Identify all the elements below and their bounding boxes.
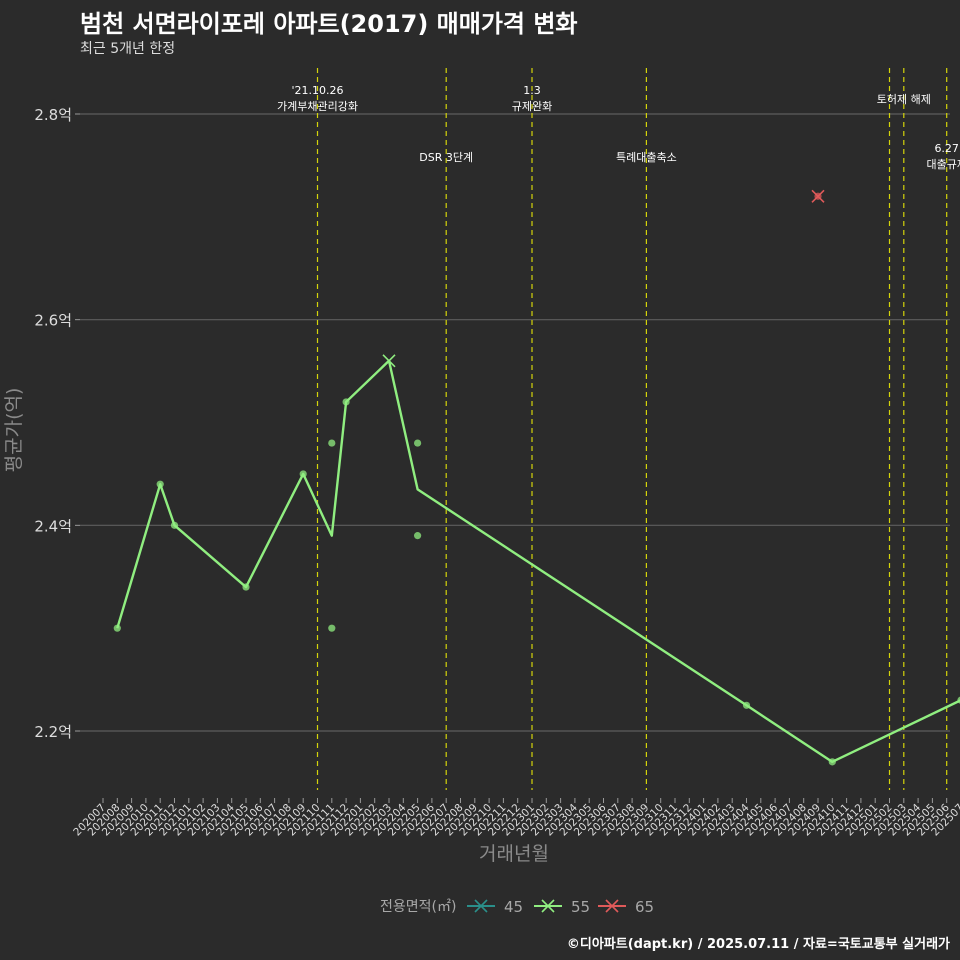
x-axis-title: 거래년월	[479, 843, 549, 865]
cross-mark-65	[811, 189, 825, 203]
data-point-55	[328, 624, 336, 632]
legend-label: 65	[635, 898, 654, 916]
event-label: 규제완화	[512, 100, 552, 113]
legend-key-cross	[474, 899, 488, 913]
data-point-55	[957, 696, 960, 704]
cross-mark-55	[382, 354, 396, 368]
event-label: DSR 3단계	[419, 151, 473, 164]
data-point-55	[414, 532, 422, 540]
legend-label: 45	[504, 898, 523, 916]
data-point-55	[328, 439, 336, 447]
x-axis: 2020072020082020092020102020112020122021…	[71, 798, 960, 838]
y-axis: 2.2억 2.4억 2.6억 2.8억	[34, 106, 80, 741]
event-label: 1.3	[523, 84, 541, 97]
event-label: 대출규제	[926, 158, 960, 171]
grid-lines	[80, 113, 950, 732]
data-point-55	[342, 398, 350, 406]
series-line-55	[116, 359, 960, 764]
data-point-55	[242, 583, 250, 591]
data-point-55	[742, 701, 751, 709]
data-point-55	[170, 521, 179, 529]
y-tick-label: 2.8억	[34, 106, 72, 124]
data-point-55	[113, 624, 121, 632]
event-label: 토허제 해제	[877, 92, 931, 106]
chart-subtitle: 최근 5개년 한정	[80, 41, 176, 57]
event-label: 6.27	[934, 142, 959, 155]
data-point-55	[828, 758, 836, 766]
series-layer	[113, 189, 960, 766]
data-point-55	[299, 470, 307, 478]
legend-key-cross	[541, 899, 555, 913]
event-label: 가계부채관리강화	[277, 100, 358, 113]
data-point-55	[156, 480, 164, 488]
legend: 전용면적(㎡) 45 55 65	[380, 898, 654, 916]
event-label: '21.10.26	[291, 84, 343, 97]
y-tick-label: 2.6억	[34, 312, 72, 330]
source-caption: ©디아파트(dapt.kr) / 2025.07.11 / 자료=국토교통부 실…	[566, 937, 950, 952]
data-point-55	[414, 439, 422, 447]
y-axis-title: 평균가(억)	[3, 388, 25, 473]
legend-title: 전용면적(㎡)	[380, 899, 456, 915]
y-tick-label: 2.2억	[34, 723, 72, 741]
event-label: 특례대출축소	[616, 151, 677, 164]
y-tick-label: 2.4억	[34, 517, 72, 535]
legend-key-cross	[605, 899, 619, 913]
chart-title: 범천 서면라이포레 아파트(2017) 매매가격 변화	[80, 10, 578, 38]
legend-label: 55	[571, 898, 590, 916]
